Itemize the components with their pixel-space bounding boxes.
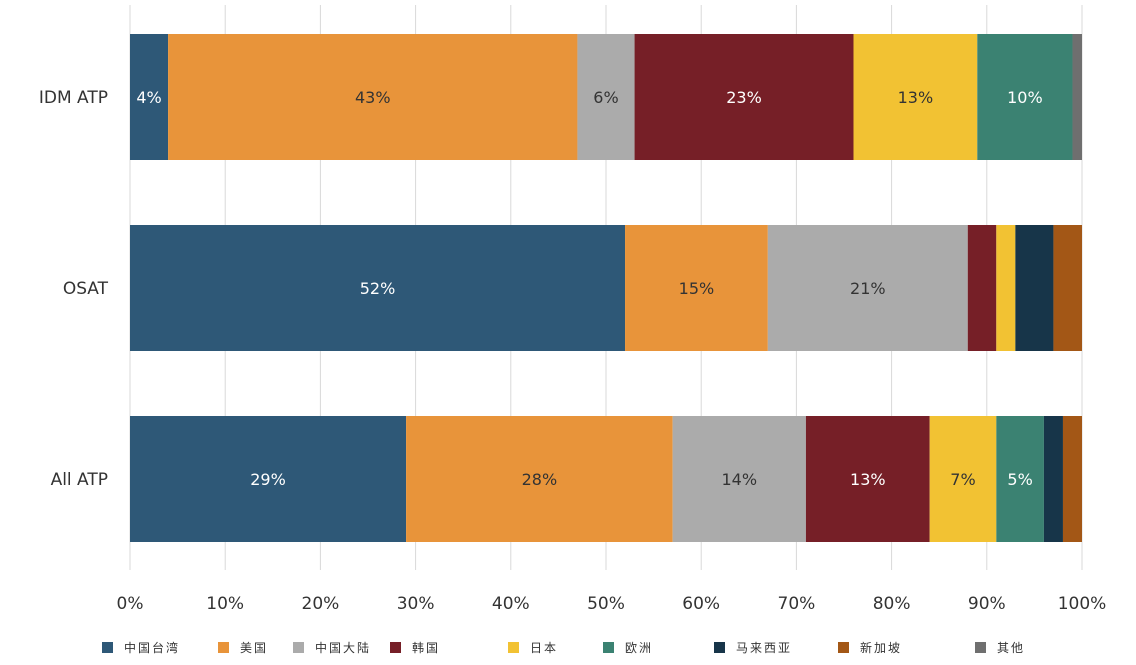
x-tick-label: 60% [682, 594, 720, 614]
legend-swatch [975, 642, 986, 653]
category-labels: IDM ATP OSAT All ATP [39, 88, 109, 490]
x-tick-label: 30% [397, 594, 435, 614]
legend-swatch [102, 642, 113, 653]
legend: 中国台湾 美国 中国大陆 韩国 日本 欧洲 马来西亚 新加坡 其他 [102, 640, 1025, 655]
x-tick-label: 100% [1058, 594, 1107, 614]
data-labels: 4% 43% 6% 23% 13% 10% 52% 15% 21% 29% 28% 14% 13% 7% 5… [136, 88, 1042, 489]
bar-segment [1043, 416, 1063, 542]
bar-segment [996, 225, 1016, 351]
data-label: 21% [850, 279, 886, 298]
data-label: 28% [522, 470, 558, 489]
data-label: 15% [679, 279, 715, 298]
legend-label: 欧洲 [625, 641, 653, 655]
category-label: All ATP [51, 470, 108, 490]
data-label: 52% [360, 279, 396, 298]
bar-segment [1062, 416, 1082, 542]
bar-segment [1072, 34, 1082, 160]
legend-label: 中国台湾 [124, 640, 180, 655]
bar-segment [130, 416, 407, 542]
x-tick-label: 0% [117, 594, 144, 614]
bar-segment [1053, 225, 1082, 351]
x-tick-label: 90% [968, 594, 1006, 614]
bar-segment [929, 416, 997, 542]
data-label: 14% [721, 470, 757, 489]
bar-segment [634, 34, 854, 160]
data-label: 7% [950, 470, 975, 489]
legend-swatch [390, 642, 401, 653]
legend-label: 新加坡 [860, 640, 902, 655]
legend-label: 其他 [997, 641, 1025, 655]
x-tick-label: 10% [206, 594, 244, 614]
bar-segment [805, 416, 930, 542]
bar-segment [977, 34, 1073, 160]
x-tick-label: 70% [778, 594, 816, 614]
data-label: 29% [250, 470, 286, 489]
x-tick-label: 40% [492, 594, 530, 614]
data-label: 10% [1007, 88, 1043, 107]
legend-label: 美国 [240, 641, 268, 655]
bar-segment [767, 225, 968, 351]
legend-label: 韩国 [412, 640, 440, 655]
legend-swatch [603, 642, 614, 653]
bar-segment [168, 34, 578, 160]
bars [130, 34, 1082, 542]
data-label: 4% [136, 88, 161, 107]
bar-segment [853, 34, 978, 160]
legend-swatch [838, 642, 849, 653]
legend-swatch [218, 642, 229, 653]
legend-swatch [293, 642, 304, 653]
x-axis-tick-labels: 0% 10% 20% 30% 40% 50% 60% 70% 80% 90% 100% [117, 594, 1107, 614]
x-tick-label: 50% [587, 594, 625, 614]
data-label: 13% [898, 88, 934, 107]
bar-segment [967, 225, 997, 351]
bar-segment [672, 416, 806, 542]
category-label: IDM ATP [39, 88, 108, 108]
bar-segment [625, 225, 768, 351]
bar-segment [130, 225, 626, 351]
legend-label: 马来西亚 [736, 641, 792, 655]
legend-label: 中国大陆 [315, 640, 371, 655]
bar-segment [1015, 225, 1054, 351]
data-label: 6% [593, 88, 618, 107]
x-tick-label: 20% [302, 594, 340, 614]
bar-segment [577, 34, 635, 160]
legend-swatch [714, 642, 725, 653]
bar-segment [130, 34, 169, 160]
data-label: 23% [726, 88, 762, 107]
x-tick-label: 80% [873, 594, 911, 614]
legend-label: 日本 [530, 641, 558, 655]
data-label: 13% [850, 470, 886, 489]
bar-segment [406, 416, 673, 542]
bar-segment [996, 416, 1044, 542]
category-label: OSAT [63, 279, 109, 299]
data-label: 43% [355, 88, 391, 107]
legend-swatch [508, 642, 519, 653]
data-label: 5% [1007, 470, 1032, 489]
